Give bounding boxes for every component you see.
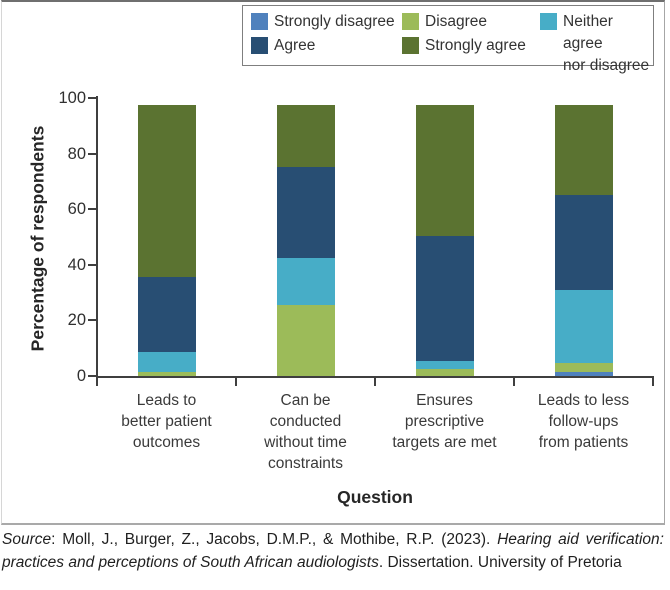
bar-segment-neither-agree-nor-disagree	[415, 360, 474, 370]
caption-title: Hearing aid verification: practices and …	[2, 531, 664, 571]
legend-label: Disagree	[425, 13, 488, 30]
x-category-label-line: targets are met	[392, 434, 497, 451]
legend-item: Strongly disagree	[251, 13, 395, 33]
bar-segment-neither-agree-nor-disagree	[137, 351, 196, 372]
legend-swatch-icon	[251, 37, 268, 54]
bar-segment-disagree	[415, 369, 474, 376]
bar-segment-neither-agree-nor-disagree	[554, 290, 613, 363]
x-category-label-line: from patients	[538, 434, 629, 451]
legend-swatch-icon	[402, 13, 419, 30]
bar-segment-strongly-agree	[276, 104, 335, 167]
caption-authors: : Moll, J., Burger, Z., Jacobs, D.M.P., …	[51, 531, 498, 548]
chart-legend: Strongly disagree Disagree Neither agree n…	[242, 5, 654, 74]
legend-label: Neither agree nor disagree	[563, 13, 650, 74]
x-category-label-line: conducted	[269, 413, 342, 430]
bar-segment-strongly-agree	[415, 104, 474, 236]
y-tick-label: 40	[67, 255, 86, 274]
legend-item: Strongly agree	[402, 37, 526, 57]
legend-item: Agree	[251, 37, 315, 57]
x-category-label-line: prescriptive	[404, 413, 485, 430]
legend-label: Agree	[274, 37, 316, 54]
y-tick-label: 0	[76, 367, 86, 385]
bar-segment-strongly-agree	[554, 104, 613, 196]
bar-segment-agree	[415, 235, 474, 361]
caption-source-word: Source	[2, 531, 52, 548]
y-axis-spine	[96, 96, 98, 378]
x-category-label-line: follow-ups	[548, 413, 619, 430]
legend-swatch-icon	[402, 37, 419, 54]
caption-tail: . Dissertation. University of Pretoria	[378, 553, 622, 571]
y-tick	[88, 319, 96, 322]
x-category-label-line: Ensures	[416, 392, 473, 409]
legend-item: Disagree	[402, 13, 487, 33]
bar-segment-neither-agree-nor-disagree	[276, 257, 335, 306]
x-category-label-line: Can be	[280, 392, 331, 409]
legend-swatch-icon	[540, 13, 557, 30]
x-axis-spine	[96, 376, 654, 378]
x-category-label: Can be conducted without time constraints	[236, 390, 376, 474]
bar-segment-disagree	[554, 362, 613, 372]
x-tick	[374, 378, 376, 386]
y-tick-label: 80	[67, 144, 86, 163]
bar-segment-agree	[276, 166, 335, 258]
bar-segment-strongly-agree	[137, 104, 196, 278]
bar-segment-agree	[554, 195, 613, 291]
legend-label: Strongly agree	[425, 37, 526, 54]
x-tick	[96, 378, 98, 386]
y-tick	[88, 97, 96, 99]
source-caption: Source: Moll, J., Burger, Z., Jacobs, D.…	[2, 529, 664, 574]
bar-segment-agree	[137, 277, 196, 352]
y-tick	[88, 375, 96, 377]
x-category-label: Ensures prescriptive targets are met	[375, 390, 515, 453]
y-tick	[88, 152, 96, 155]
legend-item: Neither agree nor disagree	[540, 13, 653, 77]
y-tick-label: 60	[67, 200, 86, 219]
x-tick	[235, 378, 237, 386]
x-category-label-line: constraints	[268, 455, 343, 472]
y-tick-label: 20	[67, 311, 86, 330]
x-category-label: Leads to less follow-ups from patients	[514, 390, 654, 453]
bar-segment-strongly-disagree	[554, 371, 613, 376]
bar-segment-disagree	[276, 305, 335, 376]
y-axis-title: Percentage of respondents	[27, 125, 48, 352]
x-category-label-line: better patient	[121, 413, 212, 430]
legend-label: Strongly disagree	[274, 13, 395, 30]
x-axis-title: Question	[337, 487, 413, 507]
x-tick	[652, 378, 654, 386]
x-tick	[513, 378, 515, 386]
x-category-label-line: Leads to	[136, 392, 197, 409]
x-category-label-line: outcomes	[132, 434, 201, 451]
y-tick-label: 100	[58, 89, 86, 107]
bar-segment-disagree	[137, 371, 196, 376]
y-tick	[88, 208, 96, 211]
y-tick	[88, 263, 96, 266]
x-category-label: Leads to better patient outcomes	[97, 390, 237, 453]
x-category-label-line: Leads to less	[537, 392, 630, 409]
x-category-label-line: without time	[264, 434, 347, 451]
legend-swatch-icon	[251, 13, 268, 30]
